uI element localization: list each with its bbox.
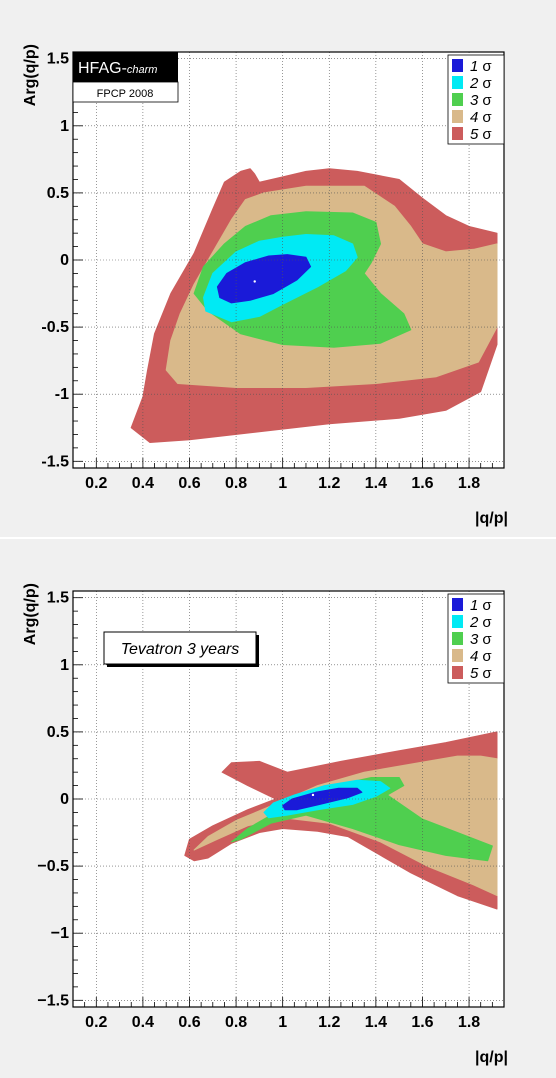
y-tick-label: 1.5 <box>47 51 69 68</box>
x-tick-label: 0.2 <box>85 1014 107 1031</box>
legend-swatch-5sigma <box>452 127 463 140</box>
y-tick-label: 1 <box>60 118 69 135</box>
chart-panel-top: 0.2 0.4 0.6 0.8 1 1.2 1.4 1.6 1.8 -1.5 -1 -0.5 0 0.5 1… <box>0 0 556 539</box>
x-axis-label: |q/p| <box>475 510 508 527</box>
x-tick-label: 1 <box>278 1014 287 1031</box>
y-tick-label: 0.5 <box>47 724 69 741</box>
x-tick-label: 1.8 <box>458 475 480 492</box>
hfag-logo-text: HFAG-charm <box>78 60 157 77</box>
y-tick-label: 1.5 <box>47 590 69 607</box>
x-tick-label: 0.4 <box>132 1014 154 1031</box>
x-tick-label: 1.4 <box>365 475 387 492</box>
conference-label: FPCP 2008 <box>97 88 154 100</box>
y-tick-label: 0 <box>60 252 69 269</box>
x-tick-label: 0.4 <box>132 475 154 492</box>
legend: 1 σ2 σ3 σ4 σ5 σ <box>447 593 505 684</box>
legend-swatch-2sigma <box>452 76 463 89</box>
y-tick-label: −1.5 <box>37 992 69 1009</box>
x-tick-label: 0.6 <box>178 1014 200 1031</box>
legend-swatch-5sigma <box>452 666 463 679</box>
hfag-logo-band <box>73 52 178 82</box>
y-tick-label: −0.5 <box>37 858 69 875</box>
contour-chart-top: 0.2 0.4 0.6 0.8 1 1.2 1.4 1.6 1.8 -1.5 -1 -0.5 0 0.5 1… <box>22 44 508 527</box>
y-tick-label: 0 <box>60 791 69 808</box>
x-tick-label: 0.2 <box>85 475 107 492</box>
legend: 1 σ2 σ3 σ4 σ5 σ <box>447 54 505 145</box>
legend-swatch-2sigma <box>452 615 463 628</box>
legend-swatch-1sigma <box>452 59 463 72</box>
y-tick-label: -1 <box>55 386 69 403</box>
y-tick-label: -0.5 <box>41 319 69 336</box>
y-tick-label: −1 <box>51 925 69 942</box>
x-tick-label: 1.6 <box>411 475 433 492</box>
best-fit-point <box>253 280 256 283</box>
legend-swatch-3sigma <box>452 632 463 645</box>
x-tick-label: 1 <box>278 475 287 492</box>
y-axis-label: Arg(q/p) <box>22 583 39 645</box>
legend-swatch-4sigma <box>452 649 463 662</box>
hfag-logo-subbox <box>72 81 179 103</box>
x-tick-label: 0.6 <box>178 475 200 492</box>
x-axis-label: |q/p| <box>475 1049 508 1066</box>
contour-region-1sigma <box>216 254 312 304</box>
y-tick-label: 0.5 <box>47 185 69 202</box>
x-tick-label: 1.8 <box>458 1014 480 1031</box>
legend-swatch-1sigma <box>452 598 463 611</box>
legend-swatch-3sigma <box>452 93 463 106</box>
x-tick-label: 1.6 <box>411 1014 433 1031</box>
x-tick-label: 0.8 <box>225 1014 247 1031</box>
y-tick-label: 1 <box>60 657 69 674</box>
x-tick-label: 1.2 <box>318 475 340 492</box>
hfag-logo: HFAG-charm FPCP 2008 <box>72 52 179 103</box>
annotation-frame <box>103 631 257 665</box>
contour-chart-bottom: 0.2 0.4 0.6 0.8 1 1.2 1.4 1.6 1.8 −1.5 −1 −0.5 0 0.5 1… <box>22 583 508 1066</box>
y-axis-label: Arg(q/p) <box>22 44 39 106</box>
annotation-box: Tevatron 3 years <box>103 631 259 667</box>
legend-swatch-4sigma <box>452 110 463 123</box>
best-fit-point <box>311 793 315 797</box>
panel-separator <box>0 537 556 539</box>
x-tick-label: 0.8 <box>225 475 247 492</box>
x-tick-label: 1.4 <box>365 1014 387 1031</box>
x-tick-label: 1.2 <box>318 1014 340 1031</box>
y-tick-label: -1.5 <box>41 453 69 470</box>
chart-panel-bottom: 0.2 0.4 0.6 0.8 1 1.2 1.4 1.6 1.8 −1.5 −1 −0.5 0 0.5 1… <box>0 539 556 1078</box>
annotation-text: Tevatron 3 years <box>121 641 240 658</box>
